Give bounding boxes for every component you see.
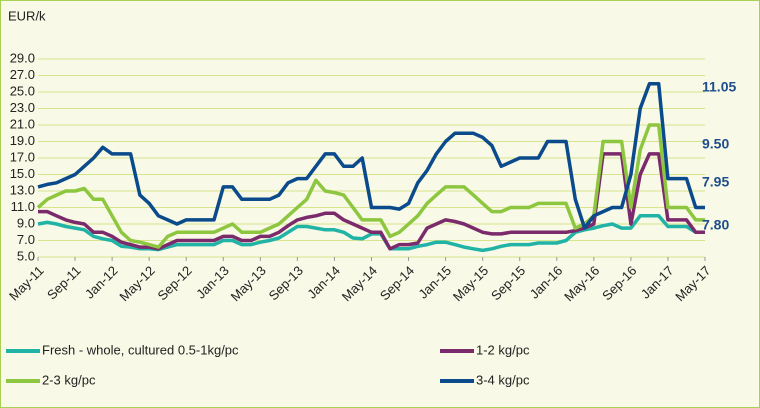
- legend-label: 1-2 kg/pc: [476, 342, 530, 357]
- y-tick-label: 13.0: [10, 182, 35, 197]
- y-tick-label: 5.0: [17, 248, 35, 263]
- legend-label: Fresh - whole, cultured 0.5-1kg/pc: [42, 342, 239, 357]
- series-line: [38, 152, 705, 251]
- y-tick-label: 15.0: [10, 166, 35, 181]
- annotation: 7.80: [702, 217, 729, 233]
- legend-label: 2-3 kg/pc: [42, 372, 96, 387]
- y-tick-label: 25.0: [10, 83, 35, 98]
- series-line: [37, 82, 705, 230]
- annotation: 7.95: [702, 174, 729, 190]
- y-tick-label: 23.0: [10, 100, 35, 115]
- annotation: 11.05: [702, 79, 736, 95]
- y-axis-label: EUR/k: [8, 8, 46, 23]
- y-tick-label: 11.0: [11, 199, 35, 214]
- y-tick-label: 19.0: [10, 133, 35, 148]
- legend-label: 3-4 kg/pc: [476, 372, 530, 387]
- y-tick-label: 7.0: [17, 232, 35, 247]
- annotation: 9.50: [702, 136, 729, 152]
- y-tick-label: 17.0: [10, 149, 35, 164]
- y-tick-label: 21.0: [10, 116, 35, 131]
- y-tick-label: 29.0: [10, 50, 35, 65]
- y-tick-label: 9.0: [17, 215, 35, 230]
- y-tick-label: 27.0: [10, 67, 35, 82]
